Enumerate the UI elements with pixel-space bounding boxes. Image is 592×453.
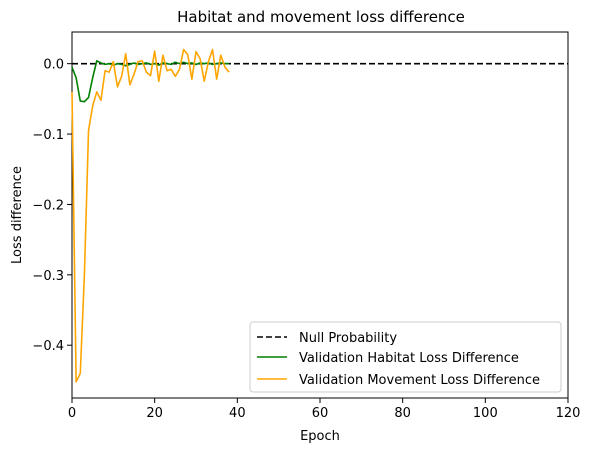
series-layer [71,48,568,383]
x-tick-label: 0 [68,406,76,421]
series-habitat-loss [71,60,230,103]
x-tick-label: 40 [229,406,246,421]
series-movement-loss [71,48,230,383]
legend-label-habitat: Validation Habitat Loss Difference [299,351,519,366]
x-tick-label: 20 [146,406,163,421]
y-tick-label: −0.4 [32,339,64,354]
x-tick-label: 100 [473,406,498,421]
y-tick-label: −0.1 [32,128,64,143]
x-axis-ticks: 0 20 40 60 80 100 120 [68,398,581,421]
y-tick-label: 0.0 [43,58,64,73]
legend: Null Probability Validation Habitat Loss… [249,321,562,393]
legend-box [249,321,562,393]
x-tick-label: 60 [312,406,329,421]
x-tick-label: 120 [556,406,581,421]
y-axis-label: Loss difference [10,166,25,264]
chart-title: Habitat and movement loss difference [177,8,465,26]
legend-label-movement: Validation Movement Loss Difference [299,373,540,388]
y-axis-ticks: 0.0 −0.1 −0.2 −0.3 −0.4 [32,58,72,354]
legend-label-null: Null Probability [299,331,397,346]
y-tick-label: −0.2 [32,198,64,213]
y-tick-label: −0.3 [32,269,64,284]
x-axis-label: Epoch [300,429,340,444]
x-tick-label: 80 [394,406,411,421]
